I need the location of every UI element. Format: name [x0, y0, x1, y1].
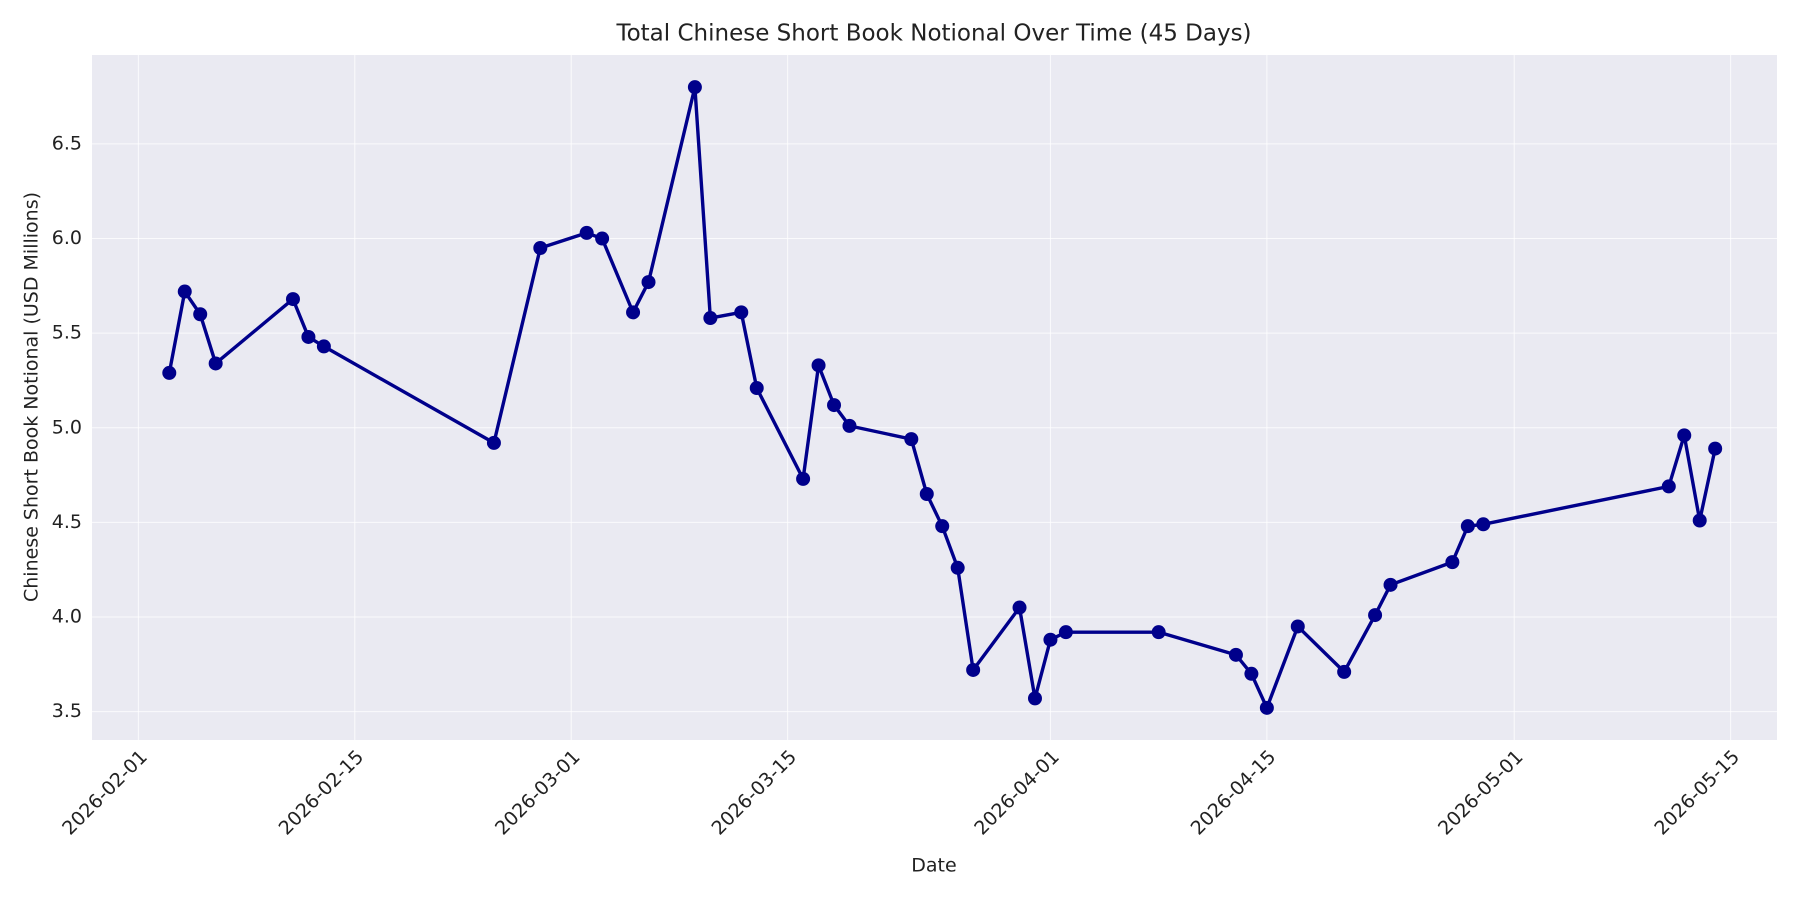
x-tick-label: 2026-02-01: [58, 746, 152, 840]
y-tick-label: 5.0: [52, 416, 82, 438]
y-axis-label: Chinese Short Book Notional (USD Million…: [21, 192, 43, 602]
point: [935, 519, 950, 534]
point: [316, 339, 331, 354]
point: [703, 311, 718, 326]
point: [1244, 666, 1259, 681]
point: [1337, 664, 1352, 679]
point: [811, 358, 826, 373]
x-tick-label: 2026-05-01: [1434, 746, 1528, 840]
x-tick-label: 2026-02-15: [275, 746, 369, 840]
point: [1012, 600, 1027, 615]
x-tick-label: 2026-05-15: [1650, 746, 1744, 840]
x-tick-label: 2026-04-01: [970, 746, 1064, 840]
x-axis-label: Date: [911, 855, 956, 877]
x-tick-label: 2026-04-15: [1187, 746, 1281, 840]
point: [1259, 700, 1274, 715]
point: [1151, 625, 1166, 640]
point: [626, 305, 641, 320]
y-tick-label: 3.5: [52, 700, 82, 722]
point: [162, 365, 177, 380]
point: [687, 80, 702, 95]
point: [301, 329, 316, 344]
point: [1058, 625, 1073, 640]
y-tick-label: 4.0: [52, 606, 82, 628]
point: [533, 241, 548, 256]
point: [1661, 479, 1676, 494]
y-tick-label: 4.5: [52, 511, 82, 533]
point: [919, 487, 934, 502]
point: [1368, 608, 1383, 623]
point: [950, 560, 965, 575]
point: [1677, 428, 1692, 443]
point: [827, 398, 842, 413]
chart-title: Total Chinese Short Book Notional Over T…: [615, 21, 1251, 47]
point: [904, 432, 919, 447]
point: [1228, 647, 1243, 662]
plot-area: [92, 55, 1777, 740]
point: [1460, 519, 1475, 534]
point: [734, 305, 749, 320]
point: [208, 356, 223, 371]
point: [641, 275, 656, 290]
point: [1290, 619, 1305, 634]
point: [285, 292, 300, 307]
point: [966, 662, 981, 677]
point: [796, 471, 811, 486]
point: [1692, 513, 1707, 528]
y-tick-label: 6.0: [52, 227, 82, 249]
point: [1476, 517, 1491, 532]
point: [1708, 441, 1723, 456]
point: [579, 225, 594, 240]
point: [1027, 691, 1042, 706]
point: [193, 307, 208, 322]
x-tick-label: 2026-03-15: [707, 746, 801, 840]
point: [1445, 555, 1460, 570]
point: [177, 284, 192, 299]
point: [486, 435, 501, 450]
point: [749, 381, 764, 396]
point: [842, 418, 857, 433]
point: [1043, 632, 1058, 647]
point: [1383, 577, 1398, 592]
y-tick-label: 6.5: [52, 132, 82, 154]
point: [595, 231, 610, 246]
y-tick-label: 5.5: [52, 322, 82, 344]
x-tick-label: 2026-03-01: [491, 746, 585, 840]
